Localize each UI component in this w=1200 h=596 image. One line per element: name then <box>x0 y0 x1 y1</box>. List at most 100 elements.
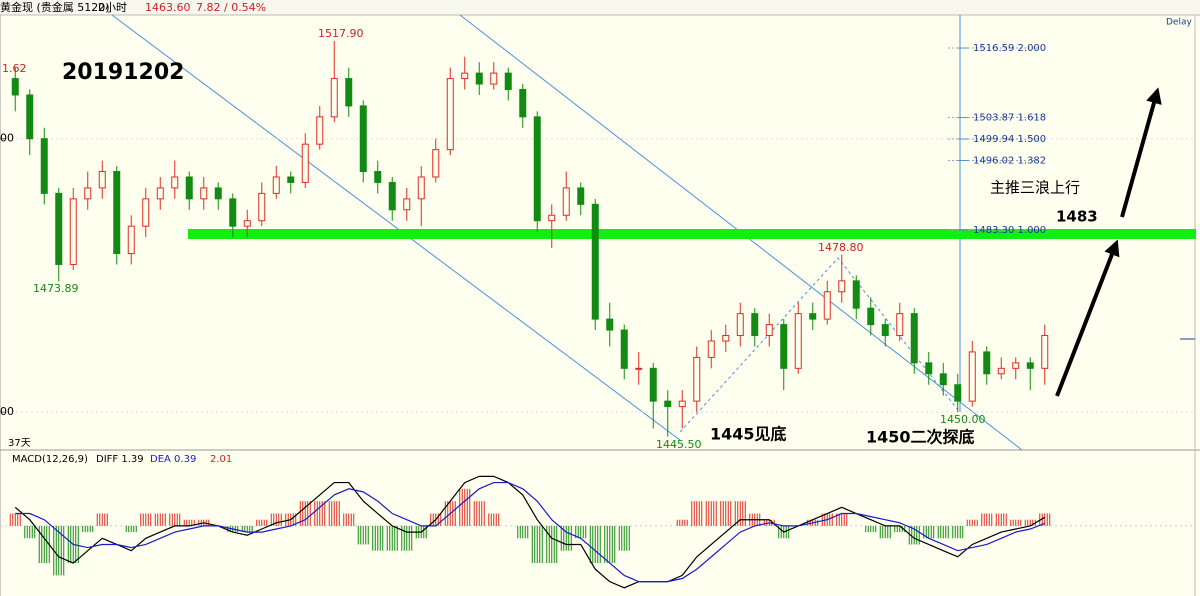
macd-diff: DIFF 1.39 <box>96 454 144 465</box>
change: 7.82 / 0.54% <box>196 1 266 14</box>
candle-body <box>185 176 193 200</box>
candle-body <box>635 367 643 370</box>
candle-body <box>127 225 135 255</box>
fib-label: 1483.30 1.000 <box>973 225 1046 236</box>
candle-body <box>519 89 527 118</box>
candle-body <box>896 313 904 337</box>
candle-body <box>867 307 875 326</box>
candle-body <box>113 171 121 255</box>
candle-body <box>983 351 991 375</box>
macd-dea: DEA 0.39 <box>150 454 196 465</box>
candle-body <box>823 291 831 320</box>
arrow <box>1120 87 1162 218</box>
candle-body <box>403 198 411 211</box>
macd-dea <box>15 481 1045 583</box>
candle-body <box>446 78 454 151</box>
low-label: 1450.00 <box>940 413 986 426</box>
days-label: 37天 <box>8 438 31 449</box>
candle-body <box>171 176 179 189</box>
high-label: 1.62 <box>2 62 27 75</box>
note: 1445见底 <box>710 425 787 444</box>
candle-body <box>432 149 440 178</box>
candle-body <box>997 367 1005 375</box>
candle-body <box>722 335 730 342</box>
candle-body <box>838 280 846 293</box>
candle-body <box>678 400 686 408</box>
candle-body <box>504 72 512 91</box>
symbol: 黄金现 (贵金属 5120) <box>0 0 110 14</box>
candle-body <box>606 318 614 331</box>
candle-body <box>1012 362 1020 369</box>
candle-body <box>620 329 628 369</box>
support-band <box>188 229 1196 239</box>
candle-body <box>1041 335 1049 369</box>
candle-body <box>11 78 19 96</box>
candle-body <box>533 116 541 222</box>
candle-body <box>664 400 672 408</box>
note: 主推三浪上行 <box>990 179 1080 197</box>
candle-body <box>461 72 469 80</box>
fib-label: 1516.59 2.000 <box>973 43 1046 54</box>
candle-body <box>562 187 570 216</box>
low-label: 1473.89 <box>33 282 79 295</box>
candle-body <box>374 171 382 183</box>
candle-body <box>765 324 773 337</box>
candle-body <box>475 72 483 85</box>
candle-body <box>84 187 92 200</box>
candle-body <box>939 373 947 386</box>
candle-body <box>98 171 106 189</box>
last-price: 1463.60 <box>145 1 191 14</box>
candle-body <box>794 313 802 369</box>
candle-body <box>258 192 266 222</box>
candle-body <box>910 313 918 364</box>
channel-line <box>111 14 681 441</box>
candle-body <box>243 220 251 227</box>
arrow <box>1055 239 1120 397</box>
candle-body <box>809 313 817 320</box>
fib-label: 1496.02 1.382 <box>973 155 1046 166</box>
candle-body <box>954 384 962 402</box>
candle-body <box>881 324 889 337</box>
fib-label: 1499.94 1.500 <box>973 134 1046 145</box>
high-label: 1478.80 <box>818 241 864 254</box>
candle-body <box>40 138 48 194</box>
candle-body <box>330 78 338 118</box>
candle-body <box>780 324 788 369</box>
candle-body <box>301 143 309 183</box>
candle-body <box>156 187 164 200</box>
candle-body <box>852 280 860 309</box>
low-label: 1445.50 <box>656 438 702 451</box>
candle-body <box>693 356 701 402</box>
candle-body <box>417 176 425 200</box>
candle-body <box>388 181 396 211</box>
candle-body <box>229 198 237 227</box>
candle-body <box>1026 362 1034 369</box>
candle-body <box>345 78 353 107</box>
candle-body <box>490 72 498 85</box>
candle-body <box>55 192 63 265</box>
date-label: 20191202 <box>62 60 184 85</box>
candle-body <box>287 176 295 183</box>
candle-body <box>214 187 222 200</box>
candle-body <box>968 351 976 402</box>
candle-body <box>925 362 933 375</box>
candle-body <box>200 187 208 200</box>
candle-body <box>707 340 715 358</box>
wave-line <box>679 257 959 433</box>
candle-body <box>548 214 556 222</box>
status: Delay <box>1166 18 1192 28</box>
y-tick-label: 00 <box>0 132 14 145</box>
candle-body <box>591 203 599 320</box>
note: 1450二次探底 <box>866 428 975 447</box>
macd-diff <box>14 475 1046 589</box>
macd-title: MACD(12,26,9) <box>12 454 88 465</box>
header-bar <box>0 0 1200 15</box>
period[interactable]: 2小时 <box>98 1 127 14</box>
candle-body <box>649 367 657 402</box>
y-tick-label: 00 <box>0 405 14 418</box>
candle-body <box>316 116 324 145</box>
candle-body <box>272 176 280 194</box>
candle-body <box>69 198 77 265</box>
candle-body <box>359 105 367 173</box>
